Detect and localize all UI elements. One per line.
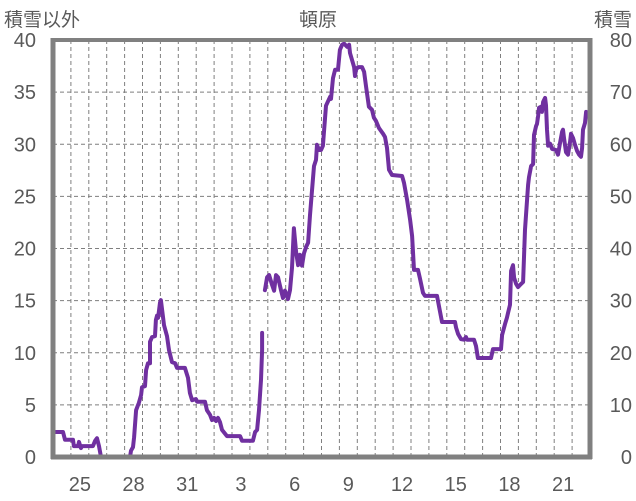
left-y-ticks: 0 5 10 15 20 25 30 35 40 <box>14 30 36 469</box>
x-tick-label: 21 <box>552 474 574 496</box>
gridlines <box>53 40 590 457</box>
plot-lines <box>51 41 592 459</box>
snow-depth-line <box>51 298 265 459</box>
x-tick-label: 28 <box>122 474 144 496</box>
x-ticks: 25 28 31 3 6 9 12 15 18 21 <box>69 474 575 496</box>
left-y-tick-label: 5 <box>25 395 36 417</box>
x-tick-label: 3 <box>235 474 246 496</box>
right-axis-title: 積雪 <box>594 9 632 31</box>
right-y-tick-label: 30 <box>610 291 632 313</box>
left-y-tick-label: 25 <box>14 186 36 208</box>
left-y-tick-label: 15 <box>14 291 36 313</box>
x-tick-label: 31 <box>176 474 198 496</box>
axes-frame <box>50 38 593 460</box>
right-y-tick-label: 60 <box>610 134 632 156</box>
right-y-tick-label: 70 <box>610 82 632 104</box>
right-y-tick-label: 0 <box>621 447 632 469</box>
left-y-tick-label: 30 <box>14 134 36 156</box>
left-y-tick-label: 40 <box>14 30 36 52</box>
x-tick-label: 9 <box>343 474 354 496</box>
x-tick-label: 12 <box>391 474 413 496</box>
chart-title: 頓原 <box>299 9 337 31</box>
right-y-tick-label: 40 <box>610 239 632 261</box>
left-y-tick-label: 20 <box>14 239 36 261</box>
x-tick-label: 18 <box>498 474 520 496</box>
left-y-tick-label: 35 <box>14 82 36 104</box>
right-y-ticks: 0 10 20 30 40 50 60 70 80 <box>610 30 632 469</box>
x-tick-label: 25 <box>69 474 91 496</box>
right-y-tick-label: 20 <box>610 343 632 365</box>
left-y-tick-label: 10 <box>14 343 36 365</box>
right-y-tick-label: 10 <box>610 395 632 417</box>
snow-depth-line <box>262 41 592 360</box>
x-tick-label: 15 <box>445 474 467 496</box>
right-y-tick-label: 50 <box>610 186 632 208</box>
left-axis-title: 積雪以外 <box>4 9 80 31</box>
x-tick-label: 6 <box>289 474 300 496</box>
right-y-tick-label: 80 <box>610 30 632 52</box>
left-y-tick-label: 0 <box>25 447 36 469</box>
